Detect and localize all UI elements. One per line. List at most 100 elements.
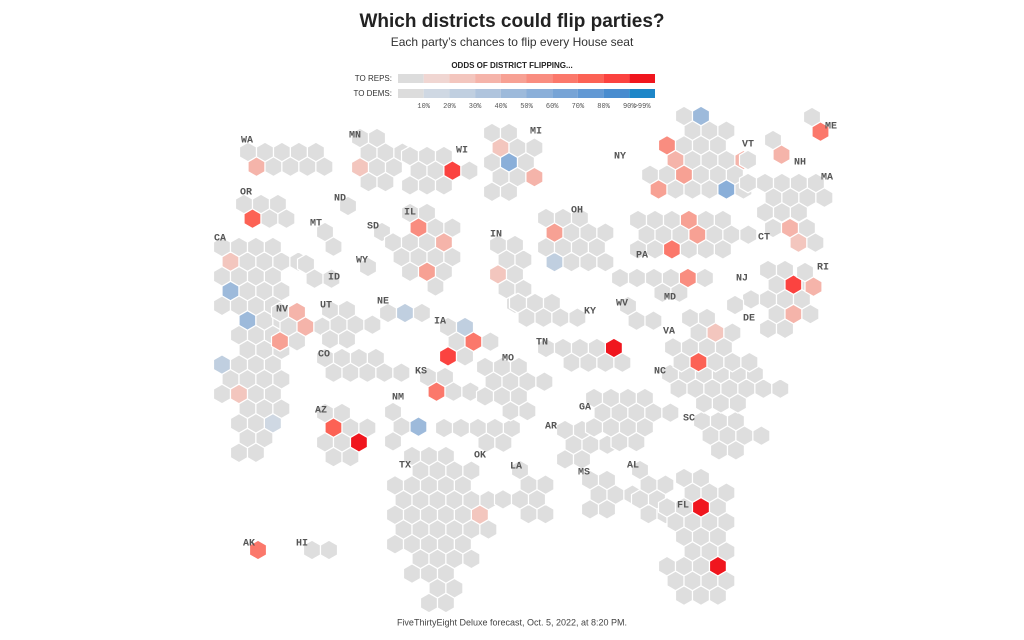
legend-swatch xyxy=(552,74,578,83)
district-hex xyxy=(771,378,790,400)
flip-district-hex xyxy=(395,302,415,324)
legend-swatch xyxy=(423,74,450,83)
legend-swatch xyxy=(398,89,424,98)
district-hex xyxy=(536,503,555,525)
district-hex xyxy=(322,268,341,290)
district-hex xyxy=(212,295,232,317)
state-label: UT xyxy=(320,301,332,312)
district-hex xyxy=(419,592,439,614)
district-hex xyxy=(775,318,795,340)
state-label: TN xyxy=(536,338,548,349)
state-label: FL xyxy=(677,501,689,512)
legend-swatch xyxy=(603,74,630,83)
state-label: IL xyxy=(404,208,416,219)
state-label: CA xyxy=(214,234,226,245)
district-hex xyxy=(627,431,646,453)
district-hex xyxy=(324,362,343,384)
state-label: CO xyxy=(318,350,330,361)
state-label: MN xyxy=(349,131,361,142)
district-hex xyxy=(212,383,232,405)
flip-district-hex xyxy=(804,276,823,298)
district-hex xyxy=(627,310,646,332)
district-hex xyxy=(434,417,454,439)
district-hex xyxy=(338,195,358,217)
state-label: MT xyxy=(310,219,322,230)
district-hex xyxy=(341,446,360,468)
state-label: MI xyxy=(530,127,542,138)
flip-district-hex xyxy=(545,251,564,273)
state-label: WA xyxy=(241,136,253,147)
legend-swatch xyxy=(526,74,553,83)
flip-district-hex xyxy=(247,156,266,178)
district-hex xyxy=(758,318,778,340)
district-hex xyxy=(579,251,598,273)
district-hex xyxy=(376,171,395,193)
district-hex xyxy=(493,488,513,510)
state-label: VT xyxy=(742,140,754,151)
district-hex xyxy=(324,446,343,468)
state-label: WV xyxy=(616,299,628,310)
district-hex xyxy=(596,251,615,273)
district-hex xyxy=(739,224,758,246)
flip-district-hex xyxy=(270,330,290,352)
district-hex xyxy=(683,179,702,200)
legend-swatch xyxy=(577,89,604,98)
district-hex xyxy=(695,267,715,289)
district-hex xyxy=(610,431,629,453)
district-hex xyxy=(315,156,334,178)
district-hex xyxy=(392,362,411,384)
state-label: GA xyxy=(579,403,591,414)
district-hex xyxy=(666,179,685,200)
district-hex xyxy=(679,238,699,260)
legend-heading: ODDS OF DISTRICT FLIPPING... xyxy=(451,61,572,70)
state-label: WI xyxy=(456,146,468,157)
flip-district-hex xyxy=(649,179,668,200)
district-hex xyxy=(752,425,771,447)
state-label: NH xyxy=(794,158,806,169)
legend-swatch xyxy=(475,74,501,83)
district-hex xyxy=(426,276,445,297)
legend-swatch xyxy=(552,89,578,98)
state-label: AR xyxy=(545,422,557,433)
flip-district-hex xyxy=(717,179,736,200)
state-label: SD xyxy=(367,222,379,233)
legend-tick-label: 20% xyxy=(443,103,456,111)
legend-swatch xyxy=(500,74,527,83)
legend-swatch xyxy=(577,74,604,83)
district-hex xyxy=(455,345,475,367)
district-hex xyxy=(639,503,658,525)
legend-swatch xyxy=(526,89,553,98)
district-hex xyxy=(462,548,481,570)
district-hex xyxy=(789,201,809,223)
legend-tick-label: 80% xyxy=(597,103,610,111)
district-hex xyxy=(754,378,773,400)
district-hex xyxy=(460,160,479,182)
state-label: AL xyxy=(627,461,639,472)
state-label: IN xyxy=(490,230,502,241)
state-label: KY xyxy=(584,307,596,318)
state-label: NE xyxy=(377,297,389,308)
legend-tick-label: 40% xyxy=(494,103,507,111)
district-hex xyxy=(700,179,719,200)
district-hex xyxy=(494,432,513,454)
district-hex xyxy=(477,432,496,454)
district-hex xyxy=(434,174,453,196)
legend-tick-label: 60% xyxy=(546,103,559,111)
district-hex xyxy=(555,448,575,470)
district-hex xyxy=(481,331,500,353)
flip-district-hex xyxy=(662,238,682,260)
district-hex xyxy=(482,181,502,203)
district-hex xyxy=(451,417,471,439)
district-hex xyxy=(806,232,825,254)
district-hex xyxy=(337,328,357,350)
legend-dems-label: TO DEMS: xyxy=(353,89,392,98)
district-hex xyxy=(436,592,455,614)
district-hex xyxy=(738,172,758,194)
legend-tick-label: 70% xyxy=(572,103,585,111)
district-hex xyxy=(444,381,463,403)
flip-district-hex xyxy=(789,232,808,254)
district-hex xyxy=(627,267,647,289)
district-hex xyxy=(499,181,519,203)
